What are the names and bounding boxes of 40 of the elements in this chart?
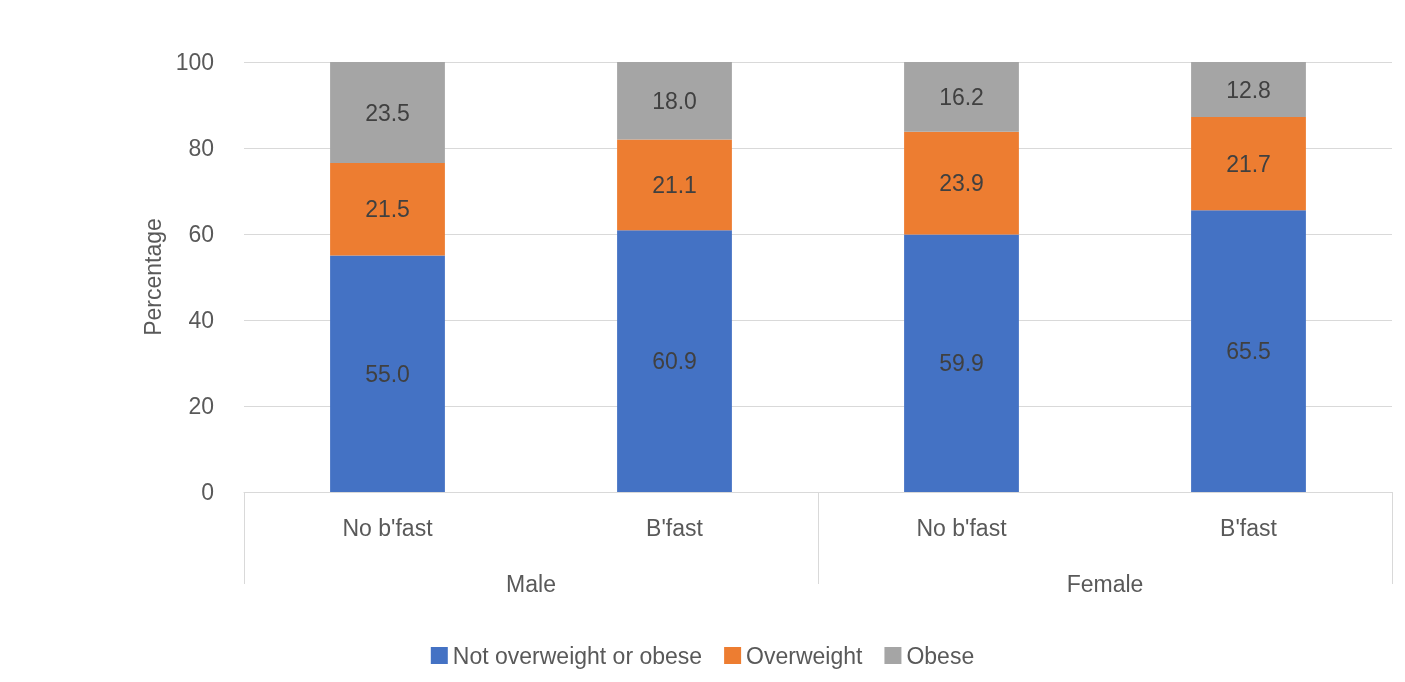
data-label: 23.9 <box>939 170 984 197</box>
x-tick-label: No b'fast <box>342 514 434 541</box>
x-tick-label: B'fast <box>646 514 704 541</box>
data-label: 16.2 <box>939 83 984 110</box>
data-label: 21.7 <box>1226 150 1271 177</box>
y-tick-label: 100 <box>175 49 214 75</box>
x-tick-label: No b'fast <box>916 514 1008 541</box>
bar <box>1191 117 1306 211</box>
y-tick-label: 40 <box>188 307 214 333</box>
bar <box>617 230 732 492</box>
bar <box>1191 62 1306 118</box>
bar <box>330 163 445 256</box>
data-label: 21.1 <box>652 171 697 198</box>
y-tick-label: 0 <box>201 479 214 505</box>
bar <box>330 62 445 164</box>
legend-label: Obese <box>906 642 975 669</box>
bar <box>1191 210 1306 492</box>
y-axis-title: Percentage <box>140 218 167 336</box>
data-label: 65.5 <box>1226 338 1271 365</box>
y-tick-label: 60 <box>188 221 214 247</box>
data-label: 60.9 <box>652 348 697 375</box>
data-label: 12.8 <box>1226 76 1271 103</box>
bar <box>904 62 1019 132</box>
bar <box>330 255 445 492</box>
text: Male <box>506 570 556 597</box>
data-label: 23.5 <box>365 99 410 126</box>
bar <box>617 62 732 140</box>
x-tick-label: B'fast <box>1220 514 1278 541</box>
data-label: 55.0 <box>365 360 410 387</box>
bar <box>904 234 1019 492</box>
legend-label: Overweight <box>746 642 864 669</box>
bar <box>904 131 1019 235</box>
data-label: 21.5 <box>365 196 410 223</box>
data-label: 59.9 <box>939 350 984 377</box>
text: Female <box>1066 570 1144 597</box>
data-label: 18.0 <box>652 87 697 114</box>
y-tick-label: 80 <box>188 135 214 161</box>
bar <box>617 139 732 231</box>
y-tick-label: 20 <box>188 393 214 419</box>
legend-label: Not overweight or obese <box>452 642 703 669</box>
